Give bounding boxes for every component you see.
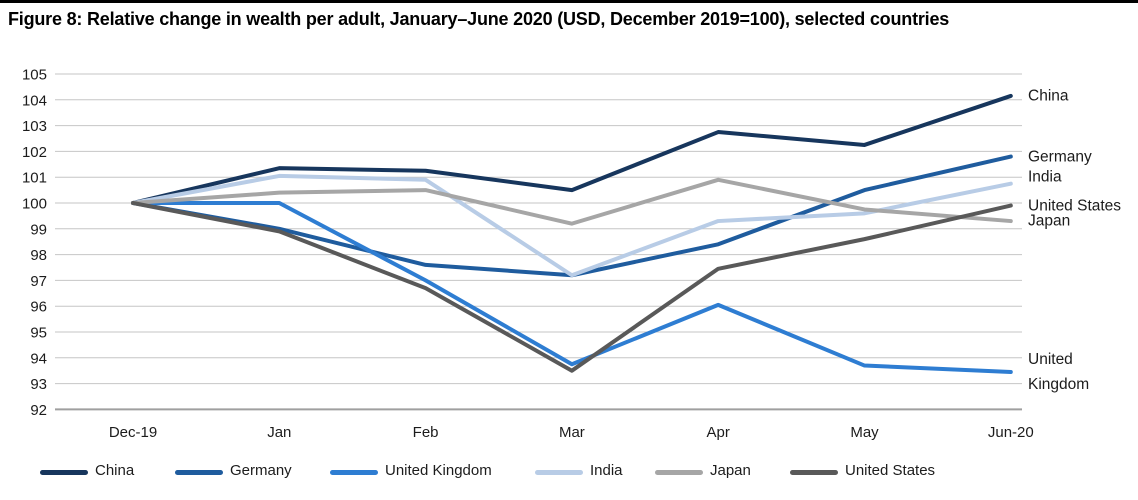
legend-label-germany: Germany (230, 462, 292, 479)
figure-title: Figure 8: Relative change in wealth per … (8, 9, 950, 29)
y-tick-label-103: 103 (22, 118, 47, 135)
end-label-united-states: United States (1028, 197, 1122, 215)
x-tick-label-mar: Mar (559, 424, 585, 441)
y-tick-label-100: 100 (22, 196, 47, 213)
x-tick-label-may: May (850, 424, 879, 441)
legend-label-united-kingdom: United Kingdom (385, 462, 492, 479)
series-line-germany (131, 154, 1013, 278)
x-tick-label-jan: Jan (267, 424, 291, 441)
y-tick-label-98: 98 (30, 247, 47, 264)
end-label-germany: Germany (1028, 148, 1092, 166)
legend-swatch-india (535, 470, 583, 475)
top-rule (0, 0, 1138, 3)
y-tick-label-95: 95 (30, 325, 47, 342)
legend-swatch-japan (655, 470, 703, 475)
y-tick-label-97: 97 (30, 273, 47, 290)
x-tick-label-apr: Apr (707, 424, 730, 441)
end-label-japan: Japan (1028, 212, 1071, 230)
legend-swatch-germany (175, 470, 223, 475)
x-tick-label-feb: Feb (413, 424, 439, 441)
series-line-china (131, 93, 1013, 205)
end-label-united-kingdom: United Kingdom (1028, 350, 1090, 393)
legend-label-japan: Japan (710, 462, 751, 479)
series-line-united-kingdom (131, 201, 1013, 374)
y-tick-label-94: 94 (30, 350, 47, 367)
legend-swatch-united-kingdom (330, 470, 378, 475)
x-tick-label-dec-19: Dec-19 (109, 424, 157, 441)
legend-label-united-states: United States (845, 462, 936, 479)
series-line-japan (131, 177, 1013, 226)
y-tick-label-104: 104 (22, 92, 47, 109)
y-tick-label-105: 105 (22, 67, 47, 84)
y-tick-label-93: 93 (30, 376, 47, 393)
y-tick-label-101: 101 (22, 170, 47, 187)
legend-label-china: China (95, 462, 135, 479)
y-tick-label-99: 99 (30, 221, 47, 238)
y-tick-label-96: 96 (30, 299, 47, 316)
end-label-india: India (1028, 168, 1062, 186)
x-tick-label-jun-20: Jun-20 (988, 424, 1034, 441)
series-line-india (131, 173, 1013, 278)
end-label-china: China (1028, 87, 1069, 105)
y-tick-label-102: 102 (22, 144, 47, 161)
legend-swatch-china (40, 470, 88, 475)
series-line-united-states (131, 201, 1013, 373)
legend-swatch-united-states (790, 470, 838, 475)
legend-label-india: India (590, 462, 623, 479)
y-tick-label-92: 92 (30, 402, 47, 419)
